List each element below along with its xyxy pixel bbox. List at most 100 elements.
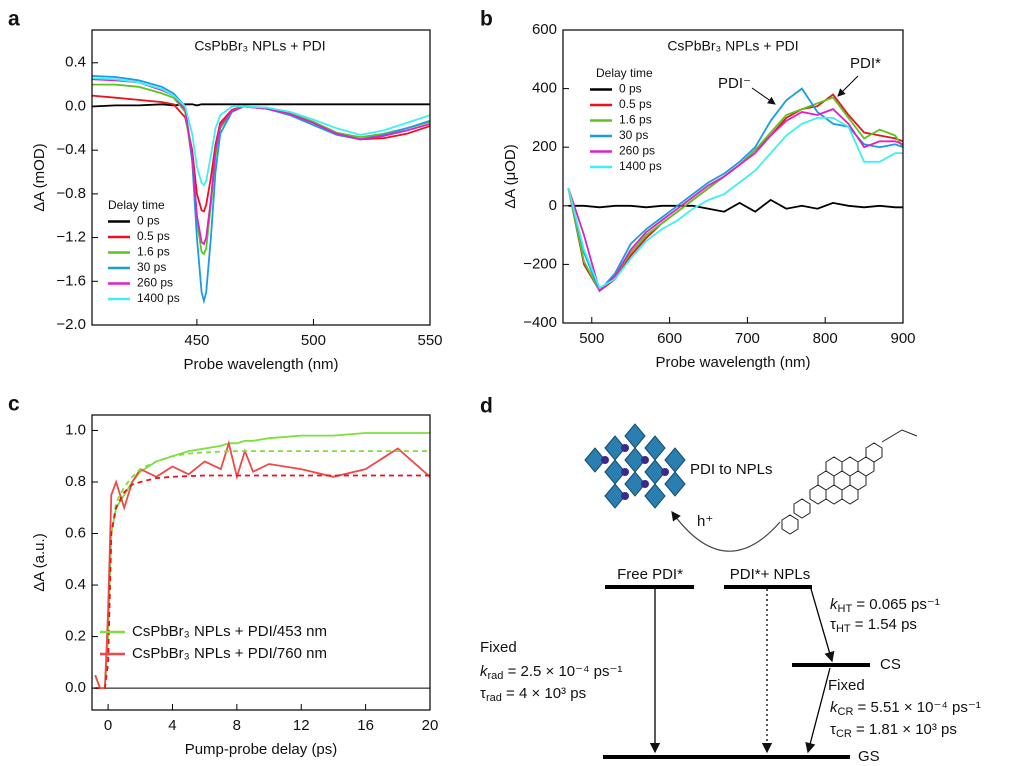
x-axis-label: Probe wavelength (nm): [655, 354, 810, 371]
x-tick-label: 500: [301, 332, 326, 349]
series-line: [567, 108, 903, 293]
legend-label: CsPbBr₃ NPLs + PDI/453 nm: [132, 623, 327, 640]
plot-area: [567, 87, 903, 293]
chart-title: CsPbBr₃ NPLs + PDI: [194, 38, 325, 54]
legend-label: 1400 ps: [619, 159, 662, 173]
y-tick-label: 1.0: [65, 421, 86, 438]
x-tick-label: 12: [293, 717, 310, 734]
x-tick-label: 700: [735, 330, 760, 347]
y-tick-label: 0.0: [65, 679, 86, 696]
plot-frame: [91, 414, 431, 711]
plot-area: [92, 432, 430, 689]
panel-label: a: [8, 8, 20, 31]
legend-label: 1.6 ps: [137, 245, 170, 259]
arrows: [649, 588, 835, 754]
panel-label: d: [480, 395, 493, 418]
plot-frame: [91, 29, 431, 326]
y-tick-label: 0.6: [65, 524, 86, 541]
annotation-arrow: [837, 75, 859, 97]
legend-label: 30 ps: [137, 260, 166, 274]
x-axis-label: Pump-probe delay (ps): [185, 741, 338, 758]
rate: τrad = 4 × 10³ ps: [480, 685, 586, 704]
legend-label: 260 ps: [137, 276, 173, 290]
y-tick-label: −200: [523, 255, 557, 272]
series-line: [92, 77, 430, 187]
fixed-label: Fixed: [828, 677, 865, 694]
state-label: CS: [880, 656, 901, 673]
rate: krad = 2.5 × 10⁻⁴ ps⁻¹: [480, 663, 622, 682]
pdi-molecule-icon: [781, 429, 918, 535]
legend-label: 1.6 ps: [619, 113, 652, 127]
annotation: PDI⁻: [718, 75, 751, 92]
x-tick-label: 800: [813, 330, 838, 347]
y-tick-label: −1.6: [56, 272, 86, 289]
y-axis-label: ΔA (a.u.): [31, 533, 48, 591]
legend-label: 30 ps: [619, 128, 648, 142]
rate: τCR = 1.81 × 10³ ps: [830, 721, 957, 740]
state-label: PDI*+ NPLs: [730, 566, 810, 583]
x-tick-label: 500: [579, 330, 604, 347]
series-line: [92, 94, 430, 213]
legend-label: 260 ps: [619, 144, 655, 158]
x-tick-label: 20: [422, 717, 439, 734]
fit-line: [95, 450, 430, 689]
legend-label: 0 ps: [619, 82, 642, 96]
series-line: [567, 117, 903, 290]
series-line: [94, 439, 430, 689]
plot-area: [92, 75, 430, 305]
legend-label: CsPbBr₃ NPLs + PDI/760 nm: [132, 645, 327, 662]
x-tick-label: 900: [890, 330, 915, 347]
fixed-label: Fixed: [480, 639, 517, 656]
chart-title: CsPbBr₃ NPLs + PDI: [667, 38, 798, 54]
caption: PDI to NPLs: [690, 461, 773, 478]
legend-title: Delay time: [596, 66, 653, 80]
y-tick-label: −0.4: [56, 141, 86, 158]
x-tick-label: 450: [184, 332, 209, 349]
y-tick-label: 0.4: [65, 576, 86, 593]
y-tick-label: 0.8: [65, 473, 86, 490]
x-tick-label: 8: [233, 717, 241, 734]
panel-label: c: [8, 393, 20, 416]
x-tick-label: 0: [104, 717, 112, 734]
panel-label: b: [480, 8, 493, 31]
nanoplatelet-icon: [584, 423, 686, 509]
y-axis-label: ΔA (μOD): [502, 144, 519, 209]
energy-diagram: d PDI to NPLs h⁺ Free PDI* PDI*+ NPLs CS…: [480, 395, 981, 765]
x-tick-label: 4: [168, 717, 176, 734]
y-tick-label: −0.8: [56, 185, 86, 202]
legend-label: 0.5 ps: [137, 229, 170, 243]
annotation: PDI*: [850, 55, 881, 72]
y-tick-label: 600: [532, 21, 557, 38]
y-tick-label: −1.2: [56, 229, 86, 246]
x-axis-label: Probe wavelength (nm): [183, 356, 338, 373]
series-line: [92, 103, 430, 108]
rate: kCR = 5.51 × 10⁻⁴ ps⁻¹: [830, 699, 981, 718]
y-tick-label: −400: [523, 314, 557, 331]
rate: kHT = 0.065 ps⁻¹: [830, 596, 940, 615]
transfer-arrow: [671, 511, 781, 552]
y-axis-label: ΔA (mOD): [31, 143, 48, 211]
y-tick-label: 200: [532, 138, 557, 155]
x-tick-label: 16: [357, 717, 374, 734]
y-tick-label: −2.0: [56, 316, 86, 333]
y-tick-label: 0: [549, 197, 557, 214]
plot-frame: [562, 29, 904, 324]
state-label: GS: [858, 748, 880, 765]
y-tick-label: 400: [532, 80, 557, 97]
rate: τHT = 1.54 ps: [830, 616, 917, 635]
legend-label: 1400 ps: [137, 291, 180, 305]
x-tick-label: 550: [417, 332, 442, 349]
y-tick-label: 0.0: [65, 97, 86, 114]
legend-title: Delay time: [108, 198, 165, 212]
series-line: [568, 198, 903, 213]
annotation-arrow: [751, 87, 776, 105]
levels: [603, 585, 870, 759]
y-tick-label: 0.2: [65, 628, 86, 645]
legend-label: 0 ps: [137, 214, 160, 228]
legend-label: 0.5 ps: [619, 97, 652, 111]
carrier-label: h⁺: [697, 513, 713, 530]
x-tick-label: 600: [657, 330, 682, 347]
y-tick-label: 0.4: [65, 54, 86, 71]
state-label: Free PDI*: [617, 566, 683, 583]
